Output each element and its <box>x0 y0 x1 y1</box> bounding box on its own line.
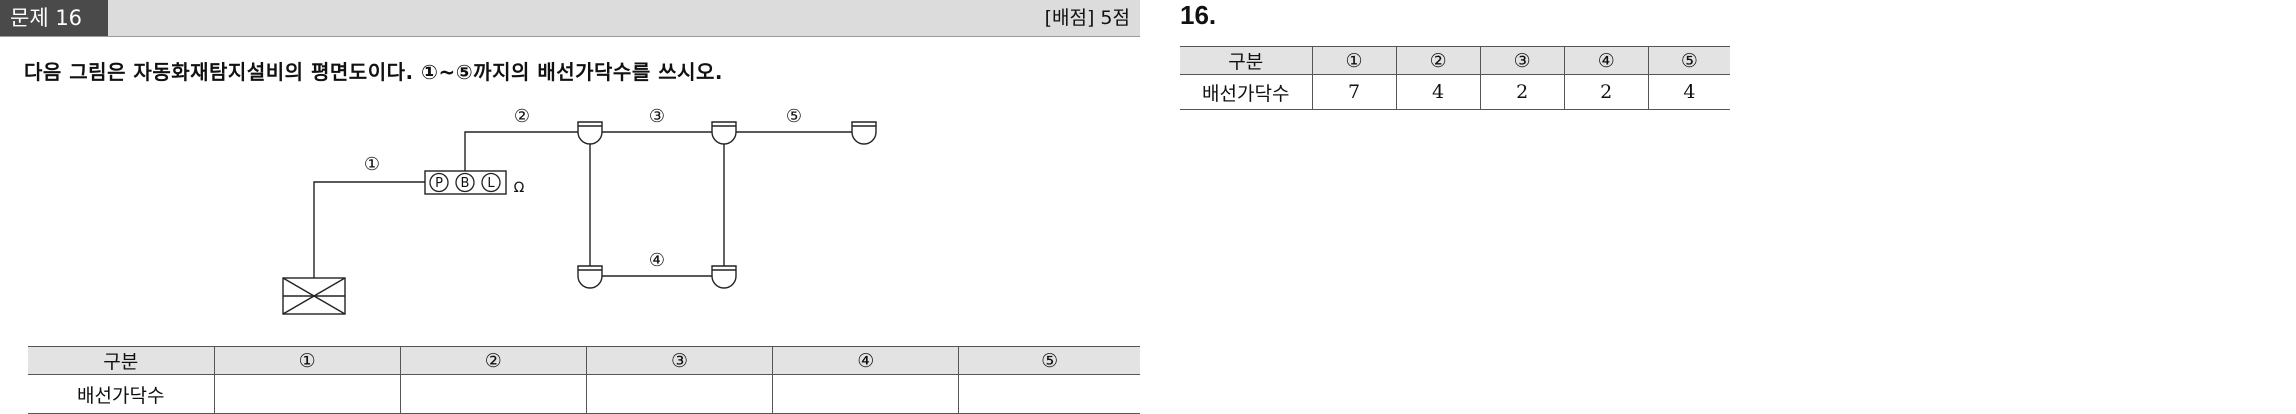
wire-segment-1 <box>313 181 425 278</box>
table-header-row: 구분 ① ② ③ ④ ⑤ <box>28 346 1140 375</box>
segment-label-1: ① <box>364 154 380 175</box>
answer-blank-cell[interactable] <box>585 374 774 414</box>
smoke-detectors <box>577 121 877 289</box>
question-number: 문제 16 <box>0 0 108 36</box>
segment-label-5: ⑤ <box>786 106 802 127</box>
detector-icon <box>577 265 603 289</box>
header-cell: ⑤ <box>1647 46 1730 75</box>
header-cell: ③ <box>585 346 774 375</box>
table-header-row: 구분 ① ② ③ ④ ⑤ <box>1180 46 1730 75</box>
receiver-box <box>282 277 346 315</box>
answer-blank-cell[interactable] <box>772 374 960 414</box>
question-score: [배점] 5점 <box>1044 7 1130 29</box>
header-cell: ④ <box>1563 46 1649 75</box>
header-cell: ④ <box>772 346 960 375</box>
segment-label-3: ③ <box>649 106 665 127</box>
header-cell: 구분 <box>1180 46 1313 75</box>
segment-label-2: ② <box>514 106 530 127</box>
header-cell: ① <box>213 346 401 375</box>
answer-number: 16. <box>1180 0 1217 30</box>
answer-value-cell: 4 <box>1647 74 1730 110</box>
wire-segment-2 <box>464 131 578 171</box>
answer-blank-cell[interactable] <box>213 374 401 414</box>
answer-value-cell: 2 <box>1563 74 1649 110</box>
header-cell: ② <box>399 346 587 375</box>
table-row: 배선가닥수 <box>28 374 1140 414</box>
row-label: 배선가닥수 <box>28 374 215 414</box>
header-cell: ② <box>1395 46 1481 75</box>
header-cell: ① <box>1311 46 1397 75</box>
panel-letter-l: L <box>487 176 495 191</box>
question-text: 다음 그림은 자동화재탐지설비의 평면도이다. ①~⑤까지의 배선가닥수를 쓰시… <box>24 60 723 84</box>
header-cell: ⑤ <box>958 346 1140 375</box>
floor-plan-diagram: P B L Ω ① ② ③ ⑤ ④ <box>282 106 877 315</box>
detector-icon <box>711 265 737 289</box>
header-cell: 구분 <box>28 346 215 375</box>
answer-value-cell: 2 <box>1479 74 1565 110</box>
panel-letter-b: B <box>461 176 470 191</box>
segment-label-4: ④ <box>649 250 665 271</box>
pbl-panel-box <box>424 170 507 195</box>
question-header-bar: 문제 16 [배점] 5점 <box>0 0 1140 37</box>
answer-key-table: 구분 ① ② ③ ④ ⑤ 배선가닥수 7 4 2 2 4 <box>1180 46 1730 110</box>
row-label: 배선가닥수 <box>1180 74 1313 110</box>
detector-icon <box>711 121 737 145</box>
detector-icon <box>577 121 603 145</box>
answer-value-cell: 4 <box>1395 74 1481 110</box>
answer-value-cell: 7 <box>1311 74 1397 110</box>
detector-icon <box>851 121 877 145</box>
answer-blank-cell[interactable] <box>958 374 1140 414</box>
question-answer-table: 구분 ① ② ③ ④ ⑤ 배선가닥수 <box>28 346 1140 414</box>
table-row: 배선가닥수 7 4 2 2 4 <box>1180 74 1730 110</box>
resistor-omega: Ω <box>514 180 525 196</box>
panel-letter-p: P <box>435 176 443 191</box>
answer-blank-cell[interactable] <box>399 374 587 414</box>
header-cell: ③ <box>1479 46 1565 75</box>
